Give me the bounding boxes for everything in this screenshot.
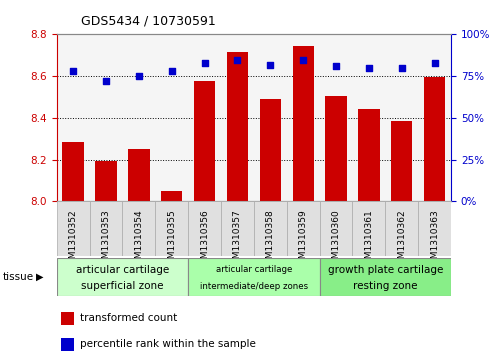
Bar: [61, 312, 74, 325]
Point: [431, 60, 439, 66]
Text: GDS5434 / 10730591: GDS5434 / 10730591: [81, 15, 216, 28]
Point: [234, 57, 242, 62]
Bar: [221, 201, 254, 256]
Text: GSM1310353: GSM1310353: [102, 210, 110, 270]
Bar: [391, 121, 413, 201]
Bar: [95, 161, 117, 201]
Text: GSM1310363: GSM1310363: [430, 210, 439, 270]
Bar: [188, 258, 319, 296]
Point: [266, 62, 274, 68]
Bar: [319, 201, 352, 256]
Point: [299, 57, 307, 62]
Text: resting zone: resting zone: [353, 281, 418, 291]
Bar: [57, 201, 90, 256]
Bar: [292, 46, 314, 201]
Text: intermediate/deep zones: intermediate/deep zones: [200, 282, 308, 291]
Bar: [254, 201, 287, 256]
Text: GSM1310354: GSM1310354: [135, 210, 143, 270]
Bar: [287, 201, 319, 256]
Point: [135, 73, 143, 79]
Text: GSM1310352: GSM1310352: [69, 210, 77, 270]
Bar: [418, 201, 451, 256]
Bar: [57, 258, 188, 296]
Bar: [260, 99, 281, 201]
Bar: [358, 109, 380, 201]
Bar: [122, 201, 155, 256]
Bar: [424, 77, 445, 201]
Bar: [155, 201, 188, 256]
Text: superficial zone: superficial zone: [81, 281, 164, 291]
Text: tissue: tissue: [2, 272, 34, 282]
Bar: [319, 258, 451, 296]
Bar: [61, 338, 74, 351]
Point: [398, 65, 406, 71]
Bar: [325, 96, 347, 201]
Point: [332, 63, 340, 69]
Text: GSM1310359: GSM1310359: [299, 210, 308, 270]
Point: [201, 60, 209, 66]
Text: transformed count: transformed count: [80, 313, 177, 323]
Bar: [128, 149, 149, 201]
Text: GSM1310356: GSM1310356: [200, 210, 209, 270]
Text: GSM1310360: GSM1310360: [332, 210, 341, 270]
Text: GSM1310358: GSM1310358: [266, 210, 275, 270]
Bar: [63, 142, 84, 201]
Text: GSM1310362: GSM1310362: [397, 210, 406, 270]
Point: [168, 68, 176, 74]
Text: ▶: ▶: [35, 272, 43, 282]
Text: percentile rank within the sample: percentile rank within the sample: [80, 339, 256, 349]
Text: articular cartilage: articular cartilage: [76, 265, 169, 275]
Text: GSM1310355: GSM1310355: [167, 210, 176, 270]
Point: [365, 65, 373, 71]
Bar: [188, 201, 221, 256]
Bar: [352, 201, 386, 256]
Bar: [90, 201, 122, 256]
Text: growth plate cartilage: growth plate cartilage: [328, 265, 443, 275]
Bar: [227, 52, 248, 201]
Bar: [386, 201, 418, 256]
Bar: [194, 81, 215, 201]
Point: [102, 78, 110, 84]
Point: [69, 68, 77, 74]
Text: GSM1310361: GSM1310361: [364, 210, 373, 270]
Text: GSM1310357: GSM1310357: [233, 210, 242, 270]
Bar: [161, 191, 182, 201]
Text: articular cartilage: articular cartilage: [216, 265, 292, 274]
